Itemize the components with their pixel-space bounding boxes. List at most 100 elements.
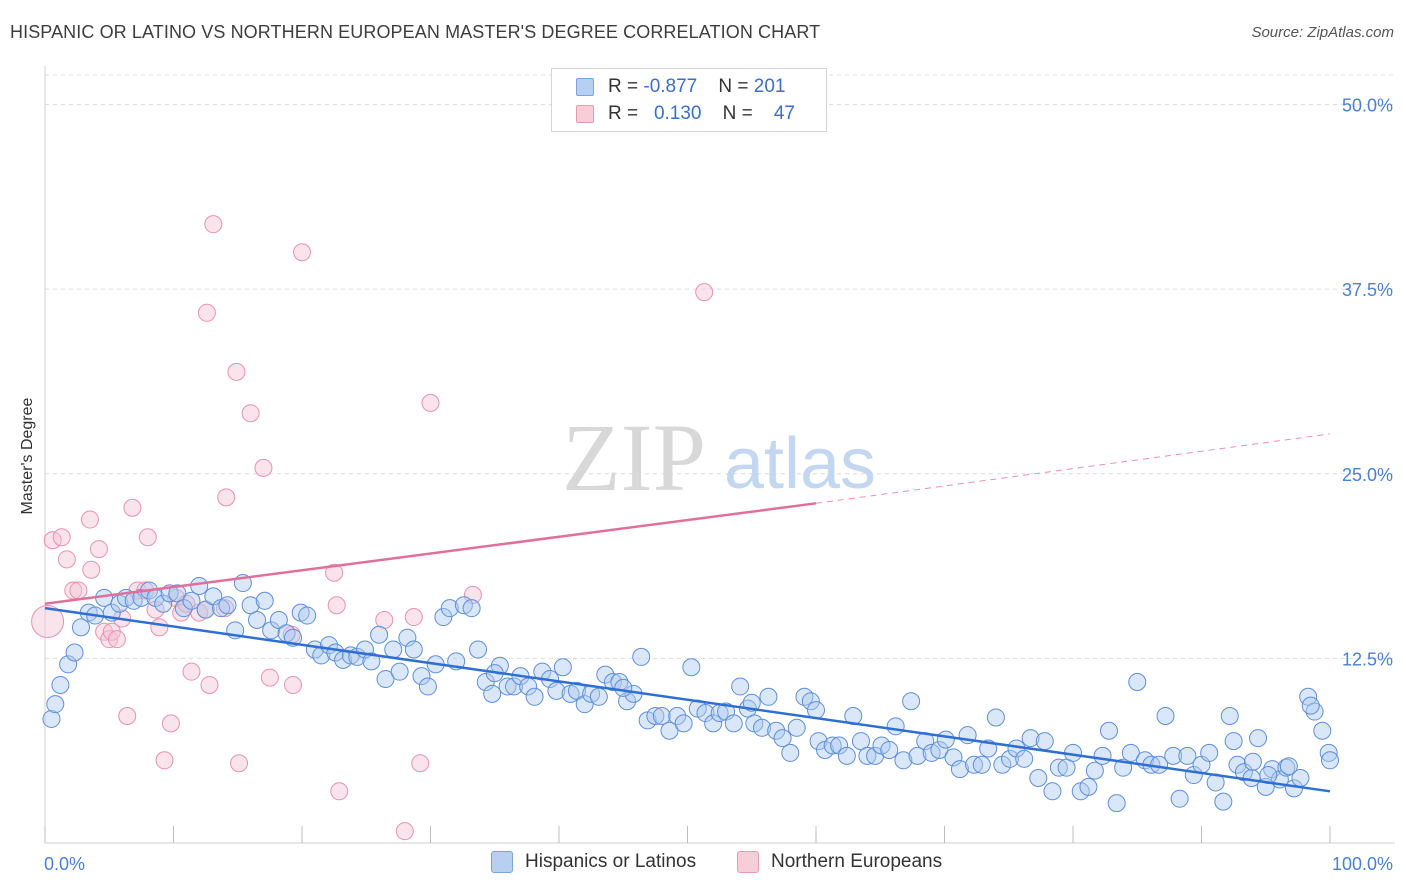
data-point-northern xyxy=(150,618,169,637)
data-point-northern xyxy=(327,596,346,615)
data-point-hispanic xyxy=(652,706,671,725)
data-point-hispanic xyxy=(1249,729,1268,748)
source-label: Source: ZipAtlas.com xyxy=(1251,24,1394,41)
data-point-northern xyxy=(421,393,440,412)
data-point-hispanic xyxy=(440,599,459,618)
legend-swatch-blue xyxy=(576,78,594,96)
data-point-hispanic xyxy=(965,755,984,774)
tick-labels: 12.5% 25.0% 37.5% 50.0% 0.0% 100.0% xyxy=(44,96,1393,874)
data-point-hispanic xyxy=(787,718,806,737)
trend-line-hispanic xyxy=(44,606,1331,793)
data-point-northern xyxy=(217,488,236,507)
data-point-hispanic xyxy=(553,658,572,677)
data-point-northern xyxy=(204,215,223,234)
legend-swatch-northern xyxy=(737,851,759,873)
data-point-hispanic xyxy=(632,647,651,666)
data-point-northern xyxy=(254,458,273,477)
data-point-hispanic xyxy=(753,718,772,737)
data-point-hispanic xyxy=(704,714,723,733)
data-point-northern xyxy=(395,822,414,841)
data-point-hispanic xyxy=(589,687,608,706)
data-point-hispanic xyxy=(398,628,417,647)
data-point-northern xyxy=(118,706,137,725)
data-point-hispanic xyxy=(525,687,544,706)
legend-item-hispanics: Hispanics or Latinos xyxy=(491,851,696,873)
data-point-hispanic xyxy=(742,693,761,712)
data-point-hispanic xyxy=(618,692,637,711)
data-point-hispanic xyxy=(1079,777,1098,796)
data-point-hispanic xyxy=(823,736,842,755)
series-legend: Hispanics or Latinos Northern Europeans xyxy=(0,851,1406,879)
data-point-hispanic xyxy=(1093,746,1112,765)
chart-title: HISPANIC OR LATINO VS NORTHERN EUROPEAN … xyxy=(10,22,821,42)
data-point-northern xyxy=(89,540,108,559)
data-point-hispanic xyxy=(731,677,750,696)
axes xyxy=(44,66,1395,844)
y-tick-label: 37.5% xyxy=(1342,280,1393,300)
data-point-hispanic xyxy=(182,591,201,610)
data-point-hispanic xyxy=(59,655,78,674)
data-point-hispanic xyxy=(986,708,1005,727)
data-point-hispanic xyxy=(498,677,517,696)
data-point-hispanic xyxy=(362,652,381,671)
data-point-hispanic xyxy=(547,681,566,700)
correlation-legend: R = -0.877 N = 201 R = 0.130 N = 47 xyxy=(551,68,827,132)
data-point-hispanic xyxy=(1128,673,1147,692)
data-point-hispanic xyxy=(1200,743,1219,762)
data-point-hispanic xyxy=(944,748,963,767)
data-point-hispanic xyxy=(930,740,949,759)
data-point-hispanic xyxy=(809,732,828,751)
data-point-hispanic xyxy=(1321,751,1339,770)
data-point-hispanic xyxy=(972,755,991,774)
data-point-northern xyxy=(31,604,65,638)
data-point-hispanic xyxy=(174,599,193,618)
x-tick-label: 100.0% xyxy=(1332,854,1393,874)
data-point-hispanic xyxy=(950,760,969,779)
data-point-northern xyxy=(182,662,201,681)
data-point-northern xyxy=(260,668,279,687)
watermark-zip: ZIP xyxy=(562,404,706,511)
data-point-hispanic xyxy=(837,746,856,765)
data-point-hispanic xyxy=(1049,758,1068,777)
data-point-hispanic xyxy=(1170,789,1189,808)
data-point-northern xyxy=(69,581,88,600)
data-point-hispanic xyxy=(1001,749,1020,768)
data-point-hispanic xyxy=(42,709,61,728)
data-point-northern xyxy=(161,714,180,733)
data-point-northern xyxy=(241,404,260,423)
data-point-hispanic xyxy=(936,730,955,749)
data-point-hispanic xyxy=(132,588,151,607)
data-point-hispanic xyxy=(1319,743,1338,762)
trend-line-northern xyxy=(44,502,817,605)
data-point-hispanic xyxy=(255,591,274,610)
data-point-hispanic xyxy=(262,621,281,640)
data-point-hispanic xyxy=(830,736,849,755)
data-point-northern xyxy=(284,675,303,694)
data-point-hispanic xyxy=(674,714,693,733)
data-point-hispanic xyxy=(894,751,913,770)
data-point-northern xyxy=(138,528,157,547)
data-point-northern xyxy=(325,563,344,582)
data-point-hispanic xyxy=(1243,752,1262,771)
data-point-hispanic xyxy=(596,665,615,684)
data-point-hispanic xyxy=(1029,769,1048,788)
data-point-hispanic xyxy=(1164,746,1183,765)
watermark: ZIP atlas xyxy=(562,404,876,511)
data-point-hispanic xyxy=(886,717,905,736)
data-point-hispanic xyxy=(469,640,488,659)
data-point-hispanic xyxy=(376,670,395,689)
data-point-hispanic xyxy=(190,577,209,596)
data-point-hispanic xyxy=(384,640,403,659)
data-point-hispanic xyxy=(154,594,173,613)
legend-n-label: N = xyxy=(718,76,754,97)
data-point-hispanic xyxy=(418,677,437,696)
data-point-northern xyxy=(215,599,234,618)
hispanic-points xyxy=(42,574,1339,813)
data-point-hispanic xyxy=(1015,749,1034,768)
legend-item-northern: Northern Europeans xyxy=(737,851,942,873)
data-point-hispanic xyxy=(660,721,679,740)
data-point-hispanic xyxy=(434,608,453,627)
y-tick-label: 12.5% xyxy=(1342,649,1393,669)
data-point-hispanic xyxy=(696,704,715,723)
data-point-hispanic xyxy=(759,687,778,706)
